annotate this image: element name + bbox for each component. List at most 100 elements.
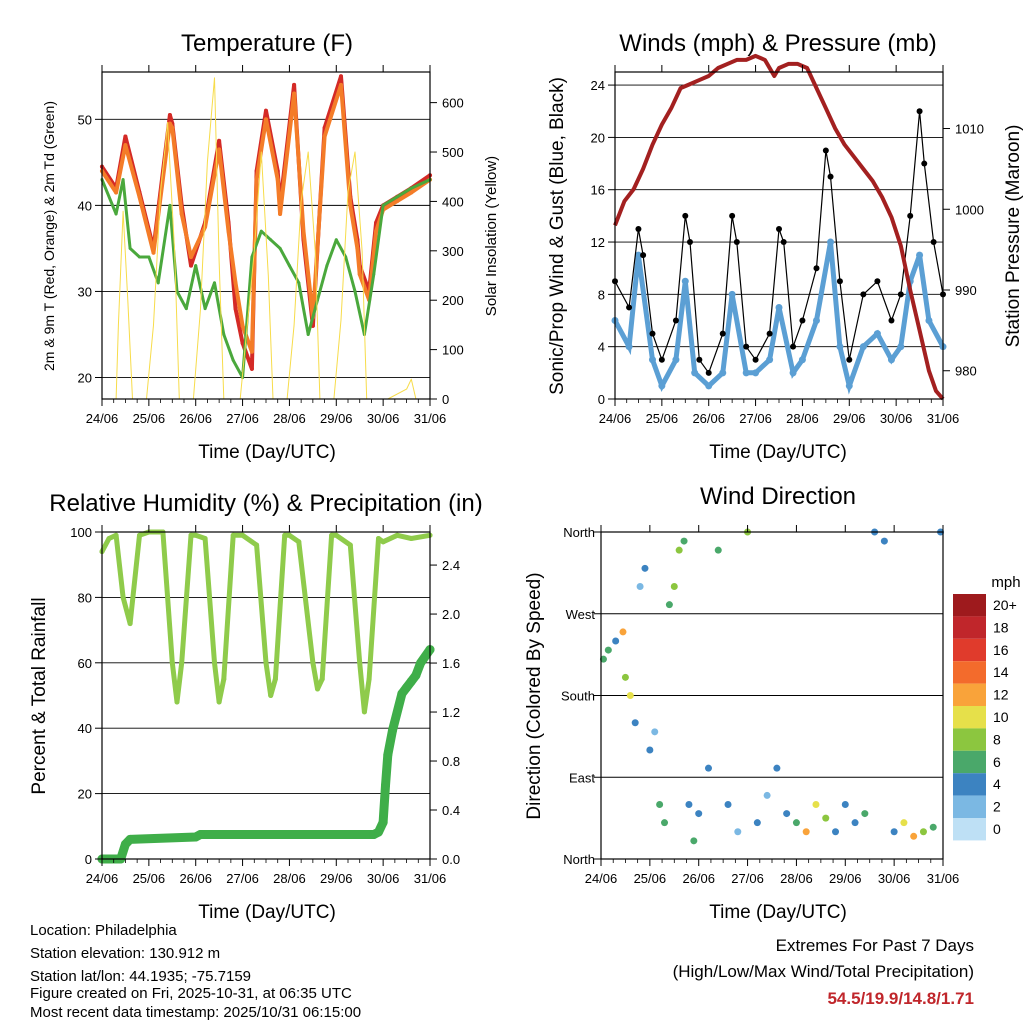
x-tick-label: 30/06 xyxy=(367,871,400,886)
gust-point xyxy=(846,356,853,363)
colorbar-label: 6 xyxy=(993,754,1001,770)
gust-point xyxy=(752,356,759,363)
data-point xyxy=(249,349,254,354)
y-tick-label: 100 xyxy=(70,525,92,540)
pressure-ylabel: Station Pressure (Maroon) xyxy=(1003,125,1024,348)
gust-point xyxy=(874,278,881,285)
data-point xyxy=(250,255,254,259)
x-tick-label: 27/06 xyxy=(731,871,764,886)
colorbar-swatch xyxy=(953,683,986,706)
x-tick-label: 29/06 xyxy=(833,411,866,426)
y-tick-label: East xyxy=(569,770,595,785)
colorbar-swatch xyxy=(953,773,986,796)
data-point xyxy=(375,536,381,542)
direction-point xyxy=(773,764,781,772)
data-point xyxy=(278,211,283,216)
data-point xyxy=(194,264,198,268)
x-tick-label: 29/06 xyxy=(320,871,353,886)
gust-point xyxy=(813,265,820,272)
colorbar-label: 0 xyxy=(993,821,1001,837)
direction-point xyxy=(822,814,830,822)
wind-point xyxy=(728,290,736,298)
colorbar-label: 2 xyxy=(993,799,1001,815)
y-tick-label: North xyxy=(563,852,595,867)
data-point xyxy=(397,689,407,699)
x-tick-label: 27/06 xyxy=(739,411,772,426)
data-point xyxy=(156,281,160,285)
data-point xyxy=(383,750,393,760)
temperature-series xyxy=(100,74,432,400)
data-point xyxy=(268,693,274,698)
data-point xyxy=(409,190,414,195)
data-point xyxy=(357,272,362,277)
data-point xyxy=(388,725,398,735)
data-point xyxy=(169,660,175,666)
data-point xyxy=(226,229,231,234)
x-tick-label: 31/06 xyxy=(927,871,960,886)
y-right-tick-label: 100 xyxy=(442,343,464,358)
data-point xyxy=(212,281,216,285)
data-point xyxy=(230,532,236,538)
gust-point xyxy=(790,343,797,350)
wind-point xyxy=(625,343,633,351)
colorbar-swatch xyxy=(953,706,986,729)
data-point xyxy=(301,229,306,234)
x-tick-label: 24/06 xyxy=(585,871,618,886)
gust-point xyxy=(827,173,834,180)
data-point xyxy=(147,255,151,259)
data-point xyxy=(406,676,416,686)
data-point xyxy=(353,289,357,293)
x-tick-label: 29/06 xyxy=(829,871,862,886)
y-tick-label: 0 xyxy=(85,852,92,867)
temperature-axes: 24/06 25/06 26/06 27/06 28/06 29/06 30/06 31/06… xyxy=(78,65,464,426)
gust-point xyxy=(635,225,642,232)
y-tick-label: 4 xyxy=(598,340,605,355)
x-tick-label: 31/06 xyxy=(414,871,447,886)
wind-point xyxy=(836,343,844,351)
direction-axes: 24/06 25/06 26/06 27/06 28/06 29/06 30/06 31/06… xyxy=(561,525,959,886)
y-right-tick-label: 1000 xyxy=(955,202,984,217)
data-point xyxy=(123,143,128,148)
data-point xyxy=(113,532,119,538)
data-point xyxy=(233,306,238,311)
data-point xyxy=(106,536,112,542)
direction-point xyxy=(631,719,639,727)
data-point xyxy=(127,621,133,627)
colorbar-swatch xyxy=(953,795,986,818)
humidity-ylabel: Percent & Total Rainfall xyxy=(29,597,50,794)
recent-text: Most recent data timestamp: 2025/10/31 0… xyxy=(30,1004,362,1021)
extremes-subtitle: (High/Low/Max Wind/Total Precipitation) xyxy=(672,962,974,981)
extremes-title: Extremes For Past 7 Days xyxy=(775,936,974,955)
data-point xyxy=(240,532,246,538)
direction-point xyxy=(753,819,761,827)
colorbar-label: 14 xyxy=(993,664,1009,680)
data-point xyxy=(315,686,321,692)
wind-point xyxy=(873,330,881,338)
data-point xyxy=(264,108,268,113)
y-right-tick-label: 2.4 xyxy=(442,558,460,573)
colorbar-title: mph xyxy=(991,574,1020,591)
direction-point xyxy=(704,764,712,772)
gust-point xyxy=(682,212,689,219)
data-point xyxy=(329,532,335,538)
direction-point xyxy=(675,546,683,554)
colorbar-swatch xyxy=(953,818,986,841)
direction-point xyxy=(910,832,918,840)
y-tick-label: 20 xyxy=(591,130,605,145)
y-tick-label: 16 xyxy=(591,183,605,198)
data-point xyxy=(240,323,245,328)
data-point xyxy=(179,660,185,666)
y-tick-label: 8 xyxy=(598,287,605,302)
data-point xyxy=(184,307,188,311)
x-tick-label: 28/06 xyxy=(786,411,819,426)
gust-point xyxy=(649,330,656,337)
data-point xyxy=(355,246,360,251)
wind-point xyxy=(775,303,783,311)
winds-series xyxy=(611,53,947,401)
direction-point xyxy=(661,819,669,827)
gust-point xyxy=(930,239,937,246)
direction-point xyxy=(680,537,688,545)
y-tick-label: 80 xyxy=(78,590,92,605)
direction-point xyxy=(619,628,627,636)
speed-colorbar: mph 20+ 18 16 14 12 10 8 6 4 2 0 xyxy=(953,574,1021,841)
